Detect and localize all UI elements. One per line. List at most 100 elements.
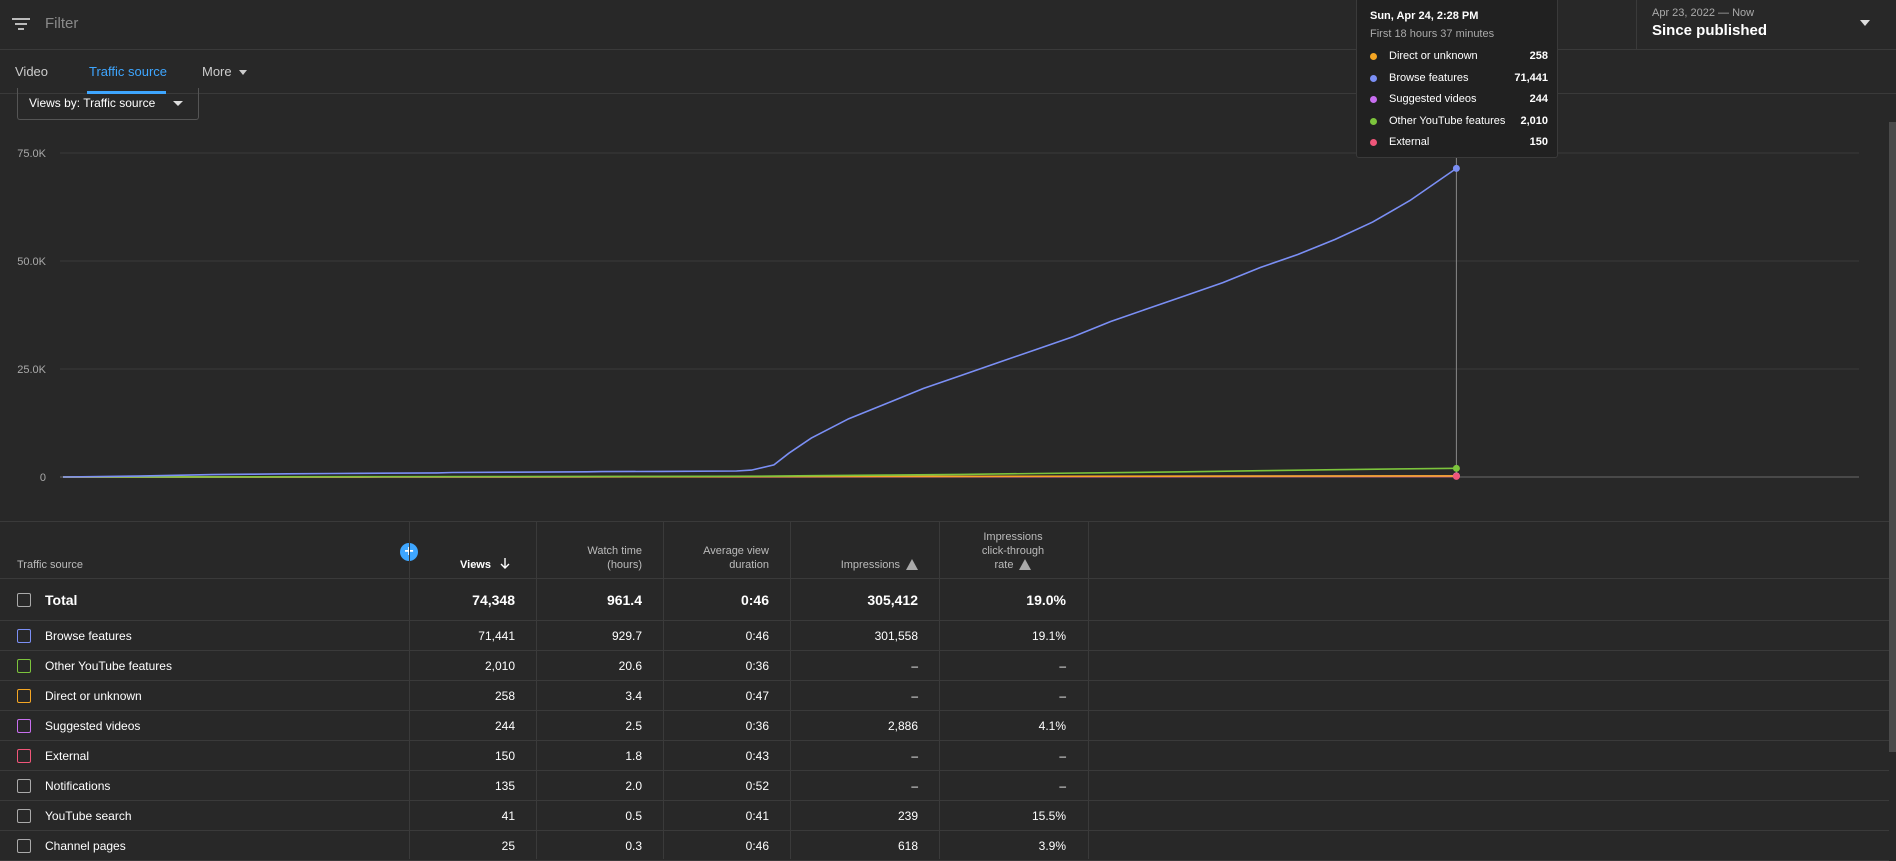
header-ctr-line3: rate xyxy=(994,559,1014,571)
header-traffic-source[interactable]: Traffic source xyxy=(17,559,84,571)
row-ctr: – xyxy=(1059,749,1066,763)
arrow-down-icon xyxy=(500,558,510,569)
table-row[interactable]: Direct or unknown 258 3.4 0:47 – – xyxy=(0,681,1889,711)
y-tick-label: 75.0K xyxy=(17,148,46,160)
tooltip-series-value: 150 xyxy=(1529,136,1548,148)
row-checkbox[interactable] xyxy=(17,689,31,703)
row-source-name[interactable]: External xyxy=(45,749,90,763)
views-by-label: Views by: Traffic source xyxy=(29,96,156,110)
row-watch-time: 2.0 xyxy=(625,779,642,793)
row-impressions: – xyxy=(911,779,918,793)
tab-more-label: More xyxy=(202,64,232,79)
series-line[interactable] xyxy=(62,167,1457,478)
row-source-name[interactable]: Notifications xyxy=(45,779,111,793)
header-avg-view-duration[interactable]: Average view duration xyxy=(680,544,769,572)
header-views[interactable]: Views xyxy=(460,558,510,572)
row-checkbox[interactable] xyxy=(17,659,31,673)
date-range-label: Since published xyxy=(1652,22,1768,39)
tooltip-row: Other YouTube features 2,010 xyxy=(1370,115,1548,129)
date-range-text: Apr 23, 2022 — Now xyxy=(1652,7,1755,19)
row-watch-time: 1.8 xyxy=(625,749,642,763)
header-watch-time[interactable]: Watch time (hours) xyxy=(562,544,642,572)
row-checkbox[interactable] xyxy=(17,719,31,733)
row-source-name[interactable]: Direct or unknown xyxy=(45,689,142,703)
row-watch-time: 2.5 xyxy=(625,719,642,733)
row-ctr: – xyxy=(1059,659,1066,673)
row-views: 74,348 xyxy=(472,592,515,608)
row-watch-time: 929.7 xyxy=(611,629,642,643)
series-point[interactable] xyxy=(1452,164,1460,172)
tab-more[interactable]: More xyxy=(202,64,247,79)
row-ctr: – xyxy=(1059,779,1066,793)
row-source-name[interactable]: Total xyxy=(45,592,78,608)
row-source-name[interactable]: Other YouTube features xyxy=(45,659,172,673)
chart-tooltip: Sun, Apr 24, 2:28 PM First 18 hours 37 m… xyxy=(1356,0,1558,158)
table-row-total[interactable]: Total 74,348 961.4 0:46 305,412 19.0% xyxy=(0,579,1889,621)
table-row[interactable]: Other YouTube features 2,010 20.6 0:36 – – xyxy=(0,651,1889,681)
row-checkbox[interactable] xyxy=(17,809,31,823)
table-header: Traffic source + Views Watch time(hours)… xyxy=(0,521,1889,579)
tooltip-subtitle: First 18 hours 37 minutes xyxy=(1370,28,1495,40)
row-checkbox[interactable] xyxy=(17,593,31,607)
header-views-label: Views xyxy=(460,559,491,571)
header-ctr[interactable]: Impressions click-through rate xyxy=(960,530,1066,572)
series-dot-icon xyxy=(1370,139,1377,146)
row-checkbox[interactable] xyxy=(17,629,31,643)
views-by-dropdown[interactable]: Views by: Traffic source xyxy=(17,88,199,120)
table-row[interactable]: Suggested videos 244 2.5 0:36 2,886 4.1% xyxy=(0,711,1889,741)
header-avd-line2: duration xyxy=(729,559,769,571)
tab-video[interactable]: Video xyxy=(15,64,49,79)
row-views: 2,010 xyxy=(484,659,515,673)
row-views: 25 xyxy=(501,839,515,853)
row-avg-view-duration: 0:46 xyxy=(745,629,769,643)
top-bar: Filter Apr 23, 2022 — Now Since publishe… xyxy=(0,0,1896,50)
series-line[interactable] xyxy=(62,467,1457,478)
tab-traffic-source[interactable]: Traffic source xyxy=(89,64,168,79)
header-watch-time-line2: (hours) xyxy=(607,559,642,571)
filter-input[interactable]: Filter xyxy=(45,15,79,32)
table-row[interactable]: Channel pages 25 0.3 0:46 618 3.9% xyxy=(0,831,1889,861)
scrollbar[interactable] xyxy=(1889,122,1896,752)
header-avd-line1: Average view xyxy=(703,545,769,557)
series-dot-icon xyxy=(1370,74,1377,82)
series-point[interactable] xyxy=(1452,464,1460,472)
row-watch-time: 20.6 xyxy=(618,659,642,673)
series-point[interactable] xyxy=(1452,472,1460,480)
row-ctr: – xyxy=(1059,689,1066,703)
row-source-name[interactable]: Channel pages xyxy=(45,839,126,853)
row-source-name[interactable]: Suggested videos xyxy=(45,719,141,733)
row-views: 258 xyxy=(494,689,515,703)
row-checkbox[interactable] xyxy=(17,749,31,763)
caret-down-icon xyxy=(173,101,183,106)
row-checkbox[interactable] xyxy=(17,839,31,853)
column-divider xyxy=(1088,521,1089,859)
table-row[interactable]: Browse features 71,441 929.7 0:46 301,558 19.… xyxy=(0,621,1889,651)
row-checkbox[interactable] xyxy=(17,779,31,793)
row-views: 41 xyxy=(501,809,515,823)
tooltip-row: Browse features 71,441 xyxy=(1370,72,1548,86)
caret-down-icon xyxy=(238,70,247,76)
row-source-name[interactable]: YouTube search xyxy=(45,809,132,823)
series-dot-icon xyxy=(1370,117,1377,125)
row-views: 71,441 xyxy=(478,629,515,643)
row-impressions: 618 xyxy=(897,839,918,853)
tooltip-series-value: 2,010 xyxy=(1520,114,1548,127)
tooltip-series-name: Direct or unknown xyxy=(1389,50,1478,62)
table-row[interactable]: YouTube search 41 0.5 0:41 239 15.5% xyxy=(0,801,1889,831)
series-dot-icon xyxy=(1370,96,1377,103)
filter-icon[interactable] xyxy=(12,16,30,32)
header-impressions[interactable]: Impressions xyxy=(810,558,918,572)
row-ctr: 3.9% xyxy=(1038,839,1066,853)
table-row[interactable]: External 150 1.8 0:43 – – xyxy=(0,741,1889,771)
tooltip-series-name: Suggested videos xyxy=(1389,93,1477,105)
tooltip-series-value: 71,441 xyxy=(1514,71,1548,84)
table-row[interactable]: Notifications 135 2.0 0:52 – – xyxy=(0,771,1889,801)
column-divider xyxy=(939,521,940,859)
header-ctr-line2: click-through xyxy=(981,545,1045,557)
row-ctr: 4.1% xyxy=(1038,719,1066,733)
row-impressions: 305,412 xyxy=(867,592,918,608)
row-source-name[interactable]: Browse features xyxy=(45,629,132,643)
row-views: 244 xyxy=(494,719,515,733)
date-range-selector[interactable]: Apr 23, 2022 — Now Since published xyxy=(1636,0,1896,50)
